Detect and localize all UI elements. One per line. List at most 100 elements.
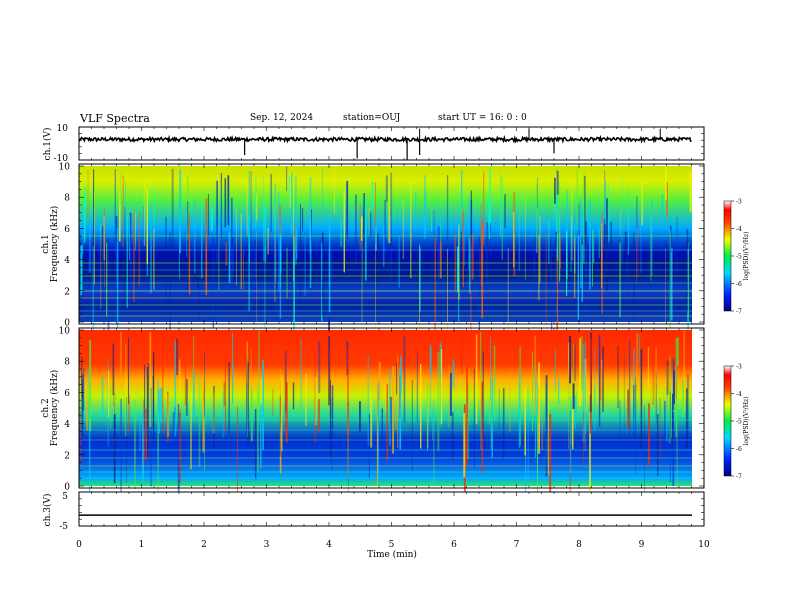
- spectrogram-streak: [602, 346, 604, 412]
- spectrogram-streak: [554, 177, 556, 204]
- spectrogram-streak: [288, 175, 291, 199]
- spectrogram-streak: [142, 206, 144, 247]
- spectrogram-streak: [328, 215, 331, 312]
- spectrogram-streak: [470, 200, 473, 291]
- spectrogram-streak: [232, 333, 233, 405]
- spectrogram-streak: [295, 176, 297, 265]
- spectrogram-streak: [390, 172, 393, 265]
- spectrogram-streak: [432, 407, 434, 441]
- colorbar-tick-label: -5: [736, 254, 742, 261]
- spectrogram-streak: [481, 381, 483, 474]
- spectrogram-streak: [223, 382, 225, 406]
- spectrogram-streak: [187, 201, 189, 295]
- spectrogram-streak: [666, 181, 668, 218]
- spectrogram-streak: [629, 340, 631, 438]
- spectrogram-streak: [667, 366, 669, 411]
- spectrogram-streak: [260, 378, 263, 405]
- spectrogram-streak: [429, 343, 431, 407]
- spectrogram-streak: [213, 386, 215, 450]
- spectrogram-streak: [142, 412, 144, 482]
- spectrogram-streak: [83, 186, 86, 243]
- freq-tick-label: 8: [64, 358, 70, 368]
- spectrogram-streak: [650, 208, 652, 281]
- ch1-waveform-ylabel: ch.1(V): [42, 128, 53, 161]
- spectrogram-streak: [331, 243, 333, 293]
- spectrogram-streak: [650, 382, 652, 406]
- spectrogram-streak: [588, 198, 591, 290]
- spectrogram-streak: [113, 414, 116, 484]
- spectrogram-streak: [309, 219, 312, 288]
- spectrogram-streak: [222, 392, 224, 438]
- spectrogram-streak: [532, 351, 533, 431]
- spectrogram-streak: [102, 250, 104, 283]
- spectrogram-streak: [580, 336, 583, 391]
- ch2-spectrogram-ylabel: Frequency (kHz): [49, 370, 60, 447]
- spectrogram-streak: [176, 338, 179, 376]
- spectrogram-streak: [94, 191, 95, 285]
- spectrogram-streak: [378, 362, 381, 401]
- ch1-spectrogram-ticks: 0 2 4 6 8 10: [59, 163, 705, 329]
- spectrogram-streak: [225, 241, 228, 266]
- spectrogram-streak: [300, 204, 301, 303]
- spectrogram-streak: [463, 412, 466, 478]
- spectrogram-streak: [153, 351, 155, 444]
- time-axis: 0 1 2 3 4 5 6 7 8 9 10: [76, 540, 710, 550]
- spectrogram-streak: [462, 211, 464, 287]
- spectrogram-streak: [248, 171, 250, 263]
- spectrogram-streak: [569, 336, 571, 384]
- spectrogram-streak: [305, 373, 307, 426]
- spectrogram-streak: [114, 169, 116, 254]
- spectrogram-streak: [272, 388, 274, 417]
- spectrogram-streak: [212, 236, 214, 329]
- spectrogram-streak: [160, 387, 162, 422]
- colorbar-tick-label: -6: [736, 446, 742, 453]
- spectrogram-streak: [636, 333, 638, 379]
- spectrogram-streak: [328, 336, 331, 406]
- spectrogram-streak: [583, 173, 585, 264]
- spectrogram-streak: [439, 343, 442, 376]
- spectrogram-streak: [116, 228, 119, 329]
- ch1-ytick-top: 10: [57, 124, 69, 134]
- spectrogram-streak: [545, 375, 548, 477]
- spectrogram-streak: [638, 333, 641, 365]
- spectrogram-streak: [541, 409, 544, 450]
- spectrogram-streak: [669, 391, 671, 482]
- ch1-spectrogram-streaks: [80, 166, 692, 348]
- spectrogram-streak: [579, 338, 581, 407]
- spectrogram-streak: [250, 171, 252, 254]
- spectrogram-streak: [284, 350, 287, 436]
- spectrogram-streak: [81, 373, 83, 439]
- colorbar-tick-label: -4: [736, 391, 742, 398]
- spectrogram-streak: [262, 360, 264, 450]
- spectrogram-streak: [250, 388, 253, 442]
- spectrogram-streak: [388, 188, 391, 244]
- ch1-spectrogram-ylabel-channel: ch.1: [41, 234, 51, 253]
- station-label: station=OUJ: [343, 113, 401, 123]
- spectrogram-streak: [331, 385, 334, 438]
- spectrogram-streak: [676, 410, 678, 488]
- spectrogram-streak: [518, 372, 521, 449]
- spectrogram-streak: [448, 365, 450, 427]
- colorbar-tick-label: -3: [736, 364, 742, 371]
- spectrogram-streak: [193, 370, 195, 415]
- spectrogram-streak: [665, 247, 666, 330]
- spectrogram-streak: [263, 175, 265, 262]
- spectrogram-streak: [549, 237, 551, 292]
- spectrogram-streak: [106, 242, 108, 317]
- freq-tick-label: 2: [64, 451, 70, 461]
- spectrogram-streak: [627, 187, 629, 255]
- spectrogram-streak: [124, 206, 126, 248]
- spectrogram-streak: [309, 177, 312, 254]
- spectrogram-streak: [672, 358, 675, 410]
- spectrogram-streak: [375, 243, 376, 329]
- spectrogram-streak: [671, 403, 672, 439]
- ch2-colorbar-ticks: -3 -4 -5 -6 -7: [731, 364, 742, 481]
- spectrogram-streak: [468, 368, 470, 422]
- spectrogram-streak: [393, 194, 395, 221]
- spectrogram-streak: [201, 204, 203, 279]
- freq-tick-label: 2: [64, 287, 70, 297]
- spectrogram-streak: [556, 194, 558, 258]
- ch1-spectrogram-ylabel: Frequency (kHz): [49, 206, 60, 283]
- spectrogram-streak: [377, 233, 379, 285]
- spectrogram-streak: [86, 400, 89, 431]
